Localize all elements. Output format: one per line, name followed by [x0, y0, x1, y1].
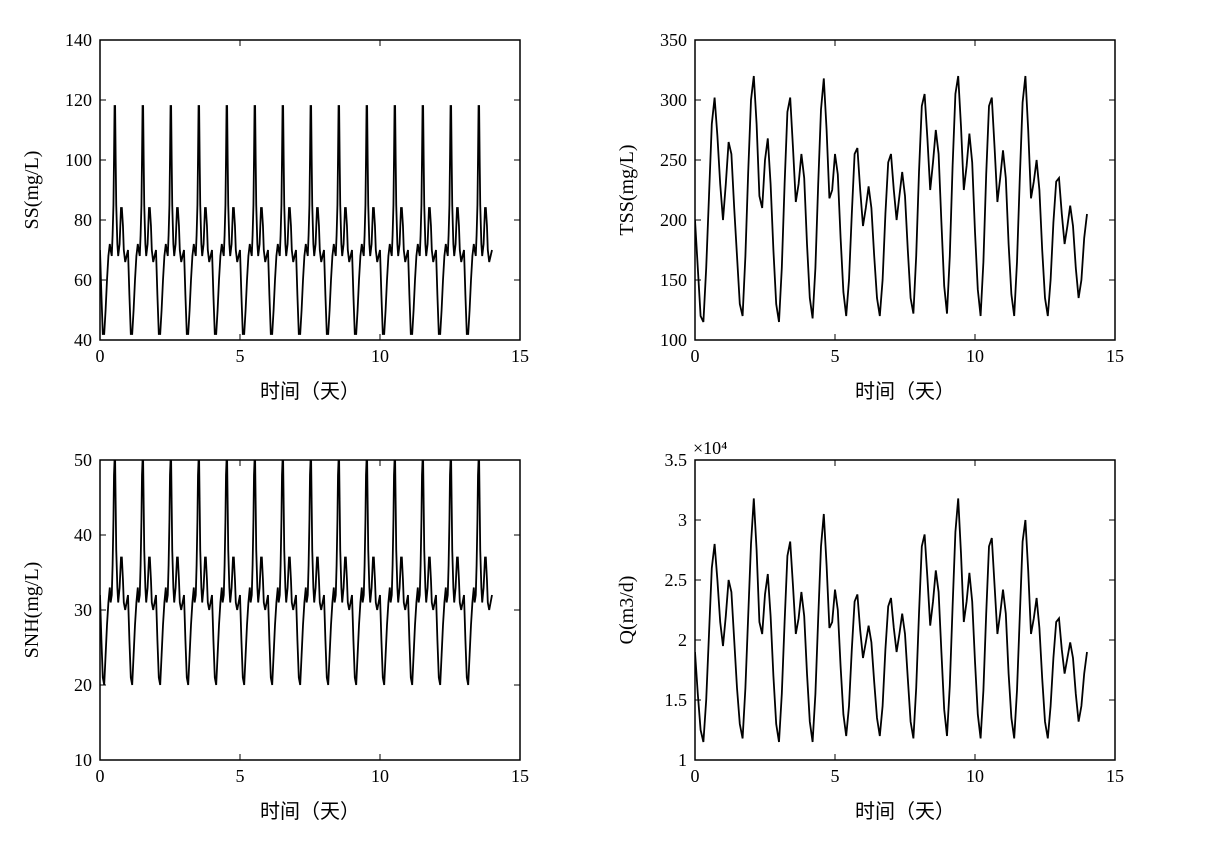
x-tick-label: 15	[511, 766, 529, 786]
x-tick-label: 0	[96, 346, 105, 366]
x-tick-label: 10	[966, 346, 984, 366]
chart-grid: 051015406080100120140时间（天）SS(mg/L) 05101…	[20, 20, 1189, 839]
y-tick-label: 250	[660, 150, 687, 170]
y-tick-label: 3	[678, 510, 687, 530]
y-tick-label: 120	[65, 90, 92, 110]
y-tick-label: 100	[660, 330, 687, 350]
chart-snh: 0 5 10 15 10 20 30 40 50 时间（天） SNH(mg/L)	[20, 440, 540, 830]
y-tick-label: 300	[660, 90, 687, 110]
x-tick-label: 5	[236, 766, 245, 786]
x-tick-label: 0	[690, 346, 699, 366]
x-axis-label: 时间（天）	[855, 800, 955, 823]
x-tick-label: 0	[96, 766, 105, 786]
y-tick-label: 3.5	[664, 450, 687, 470]
y-tick-label: 10	[74, 750, 92, 770]
y-tick-label: 1	[678, 750, 687, 770]
y-tick-label: 20	[74, 675, 92, 695]
y-tick-label: 100	[65, 150, 92, 170]
y-tick-label: 2	[678, 630, 687, 650]
x-tick-label: 5	[830, 346, 839, 366]
x-tick-label: 5	[236, 346, 245, 366]
chart-q: 0 5 10 15 1 1.5 2 2.5 3 3.5 ×10⁴ 时间（天） Q(m3/d)	[615, 440, 1135, 830]
x-tick-label: 10	[371, 346, 389, 366]
x-tick-label: 15	[1106, 346, 1124, 366]
panel-ss: 0 5 10 15 40 60 80 100 120 140 时间（天） SS(mg/L)	[20, 20, 595, 420]
y-tick-label: 200	[660, 210, 687, 230]
x-tick-label: 10	[966, 766, 984, 786]
x-axis-label: 时间（天）	[260, 380, 360, 403]
y-tick-label: 140	[65, 30, 92, 50]
panel-q: 0 5 10 15 1 1.5 2 2.5 3 3.5 ×10⁴ 时间（天） Q(m3/d)	[615, 440, 1190, 840]
y-tick-label: 60	[74, 270, 92, 290]
y-tick-label: 50	[74, 450, 92, 470]
x-axis-label: 时间（天）	[260, 800, 360, 823]
y-tick-label: 350	[660, 30, 687, 50]
chart-tss: 0 5 10 15 100 150 200 250 300 350 时间（天） TSS(mg/L)	[615, 20, 1135, 410]
y-tick-label: 80	[74, 210, 92, 230]
x-tick-label: 10	[371, 766, 389, 786]
x-tick-label: 15	[511, 346, 529, 366]
chart-ss: 0 5 10 15 40 60 80 100 120 140 时间（天） SS(mg/L)	[20, 20, 540, 410]
x-tick-label: 5	[830, 766, 839, 786]
plot-box	[695, 460, 1115, 760]
y-axis-label: Q(m3/d)	[616, 575, 638, 644]
y-axis-label: TSS(mg/L)	[616, 144, 638, 235]
y-tick-label: 2.5	[664, 570, 687, 590]
x-tick-label: 0	[690, 766, 699, 786]
y-axis-label: SNH(mg/L)	[21, 561, 43, 658]
x-axis-label: 时间（天）	[855, 380, 955, 403]
y-tick-label: 1.5	[664, 690, 687, 710]
x-tick-label: 15	[1106, 766, 1124, 786]
panel-tss: 0 5 10 15 100 150 200 250 300 350 时间（天） TSS(mg/L)	[615, 20, 1190, 420]
y-axis-label: SS(mg/L)	[21, 151, 43, 230]
exponent-label: ×10⁴	[693, 440, 727, 458]
y-tick-label: 30	[74, 600, 92, 620]
y-tick-label: 40	[74, 330, 92, 350]
y-tick-label: 150	[660, 270, 687, 290]
y-tick-label: 40	[74, 525, 92, 545]
panel-snh: 0 5 10 15 10 20 30 40 50 时间（天） SNH(mg/L)	[20, 440, 595, 840]
